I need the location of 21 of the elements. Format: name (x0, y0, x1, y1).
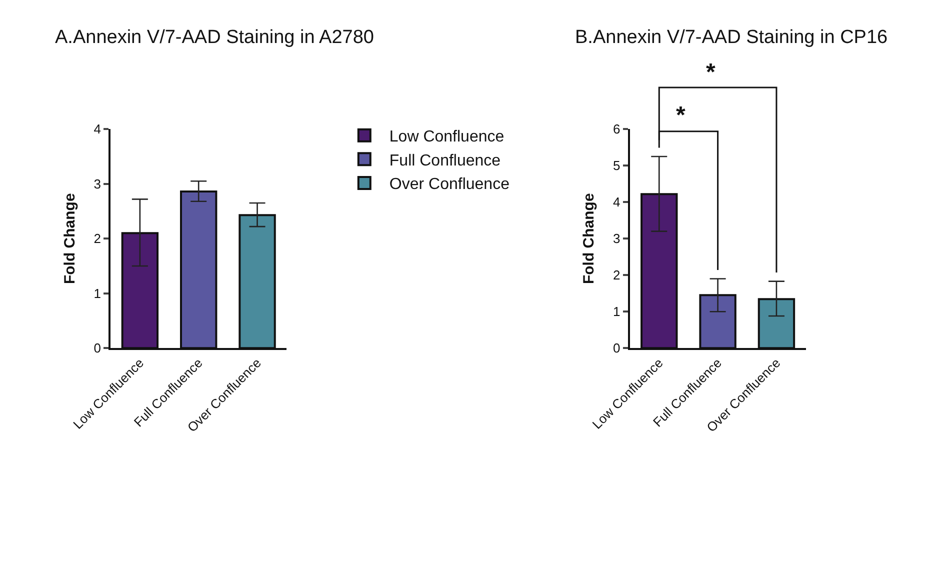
y-axis-title: Fold Change (580, 193, 598, 284)
legend-label: Low Confluence (389, 128, 504, 146)
legend-label: Full Confluence (389, 152, 501, 170)
y-tick-label: 3 (94, 176, 101, 192)
text: * (676, 102, 686, 129)
y-tick-label: 5 (612, 158, 620, 174)
text: * (706, 59, 716, 86)
y-tick-label: 6 (612, 122, 620, 137)
y-tick-label: 1 (612, 304, 620, 320)
legend-label: Over Confluence (389, 176, 510, 194)
chart-title: A.Annexin V/7-AAD Staining in A2780 (55, 27, 374, 48)
y-tick-label: 1 (94, 286, 101, 301)
chart-title: B.Annexin V/7-AAD Staining in CP16 (575, 27, 888, 48)
y-tick-label: 2 (94, 231, 101, 246)
y-tick-label: 4 (94, 122, 101, 137)
y-tick-label: 3 (612, 231, 620, 246)
y-tick-label: 2 (612, 268, 620, 283)
y-tick-label: 4 (612, 194, 620, 210)
y-tick-label: 0 (612, 340, 620, 356)
y-axis-title: Fold Change (62, 193, 79, 284)
y-tick-label: 0 (94, 340, 101, 356)
